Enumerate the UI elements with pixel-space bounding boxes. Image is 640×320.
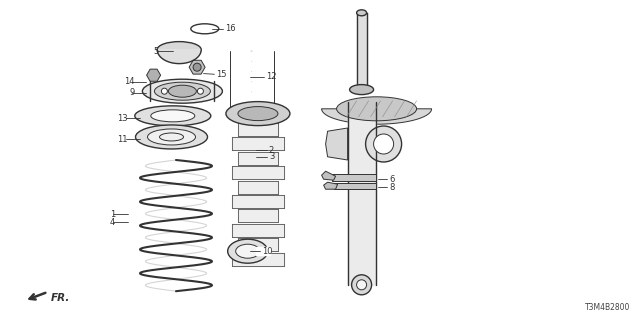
Ellipse shape [191,24,219,34]
Text: T3M4B2800: T3M4B2800 [585,303,630,312]
Ellipse shape [365,126,402,162]
Polygon shape [324,182,338,189]
Polygon shape [332,174,376,181]
Ellipse shape [356,280,367,290]
Text: 11: 11 [118,135,128,144]
Text: 9: 9 [129,88,134,97]
Text: 3: 3 [269,152,274,161]
Text: 16: 16 [225,24,236,33]
Ellipse shape [168,85,196,97]
Text: 6: 6 [389,175,394,184]
Text: 8: 8 [389,183,394,192]
Ellipse shape [135,106,211,126]
Text: 15: 15 [216,70,227,79]
Ellipse shape [238,107,278,121]
Text: 10: 10 [262,247,273,256]
Polygon shape [256,247,269,255]
Ellipse shape [374,134,394,154]
Ellipse shape [157,42,201,58]
Ellipse shape [136,125,207,149]
Ellipse shape [197,88,204,94]
Polygon shape [321,171,335,180]
Polygon shape [326,128,348,160]
Text: 2: 2 [269,146,274,155]
Polygon shape [147,69,161,81]
Text: 5: 5 [154,47,159,56]
Ellipse shape [193,63,201,71]
Text: 4: 4 [110,218,115,227]
Text: 13: 13 [117,114,128,123]
Ellipse shape [337,97,417,121]
Polygon shape [321,109,431,124]
Polygon shape [348,102,376,285]
Text: 14: 14 [124,77,134,86]
Text: FR.: FR. [51,293,70,303]
Ellipse shape [349,84,374,95]
Polygon shape [333,183,376,189]
Ellipse shape [236,244,260,258]
Polygon shape [189,60,205,74]
Ellipse shape [228,239,268,263]
Ellipse shape [154,82,211,100]
Ellipse shape [351,275,372,295]
Polygon shape [356,13,367,90]
Ellipse shape [356,10,367,16]
Polygon shape [157,50,201,64]
Text: 1: 1 [110,210,115,219]
Ellipse shape [226,102,290,126]
Ellipse shape [148,129,196,145]
Ellipse shape [151,110,195,122]
Ellipse shape [142,79,223,103]
Ellipse shape [161,88,168,94]
Text: 12: 12 [266,72,276,81]
